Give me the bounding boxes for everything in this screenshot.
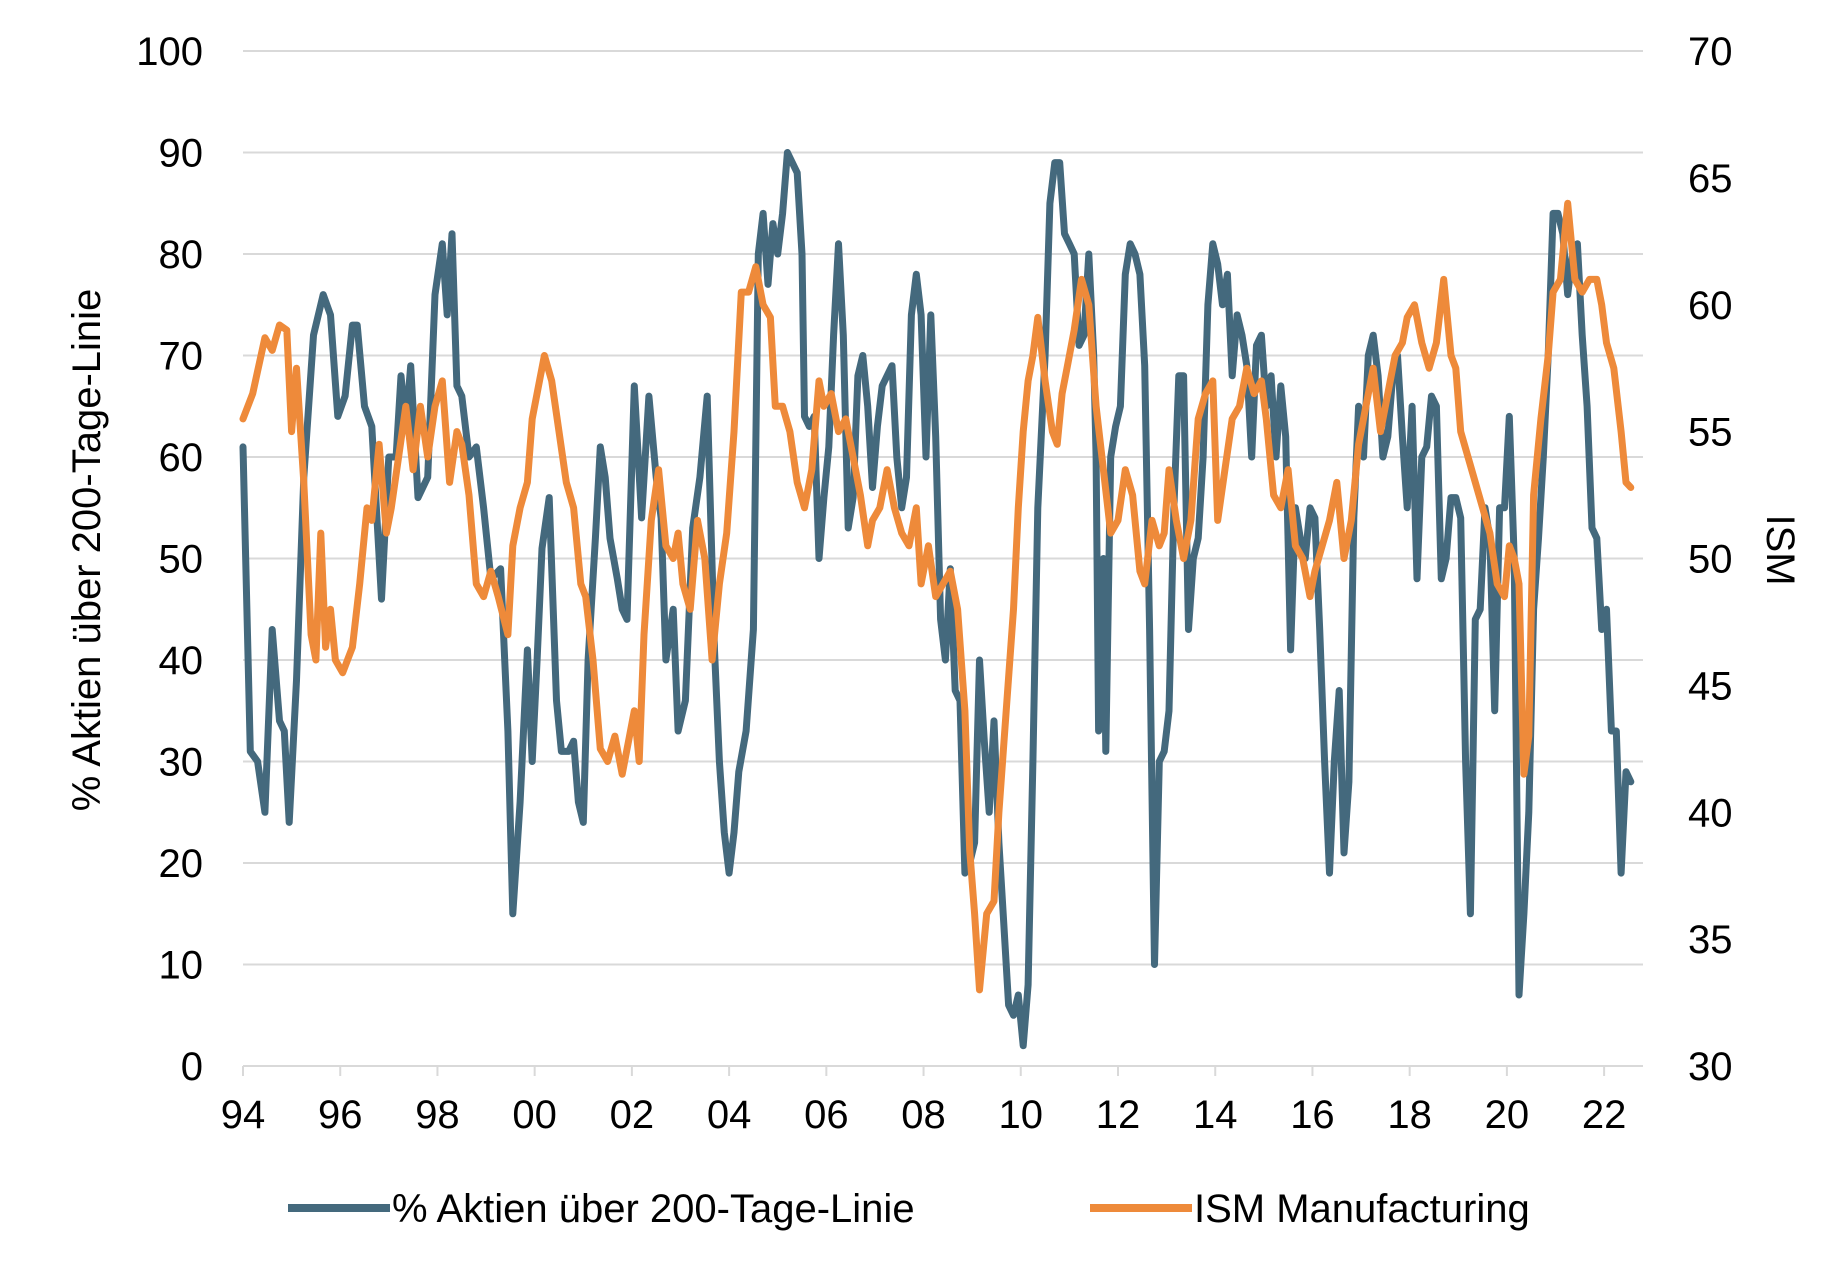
legend-label-stocks: % Aktien über 200-Tage-Linie <box>392 1187 915 1231</box>
series-lines <box>239 149 1635 1050</box>
left-tick-label: 0 <box>181 1045 203 1089</box>
x-tick-label: 94 <box>221 1093 266 1137</box>
left-tick-label: 40 <box>159 639 204 683</box>
left-tick-label: 30 <box>159 741 204 785</box>
left-tick-label: 20 <box>159 842 204 886</box>
left-tick-label: 100 <box>136 30 203 74</box>
gridlines <box>243 50 1643 1067</box>
left-axis-ticks: 0 10 20 30 40 50 60 70 80 90 100 <box>136 30 203 1089</box>
left-tick-label: 90 <box>159 132 204 176</box>
left-tick-label: 60 <box>159 436 204 480</box>
x-tick-label: 04 <box>707 1093 752 1137</box>
x-tick-label: 14 <box>1193 1093 1238 1137</box>
right-tick-label: 30 <box>1688 1045 1733 1089</box>
right-tick-label: 60 <box>1688 284 1733 328</box>
x-tick-label: 02 <box>610 1093 655 1137</box>
left-tick-label: 50 <box>159 538 204 582</box>
right-tick-label: 45 <box>1688 664 1733 708</box>
right-tick-label: 35 <box>1688 918 1733 962</box>
x-tick-label: 20 <box>1485 1093 1530 1137</box>
right-axis-ticks: 30 35 40 45 50 55 60 65 70 <box>1688 30 1733 1089</box>
legend: % Aktien über 200-Tage-Linie ISM Manufac… <box>288 1187 1530 1231</box>
x-tick-label: 16 <box>1290 1093 1335 1137</box>
x-tick-label: 22 <box>1582 1093 1627 1137</box>
x-axis-ticks: 94 96 98 00 02 04 06 08 10 12 14 16 18 20 22 <box>221 1066 1627 1137</box>
x-tick-label: 18 <box>1387 1093 1432 1137</box>
x-tick-label: 10 <box>999 1093 1044 1137</box>
legend-label-ism: ISM Manufacturing <box>1194 1187 1530 1231</box>
right-tick-label: 40 <box>1688 791 1733 835</box>
right-tick-label: 70 <box>1688 30 1733 74</box>
series-line-ism-manufacturing <box>239 199 1635 994</box>
x-tick-label: 98 <box>415 1093 460 1137</box>
left-tick-label: 10 <box>159 944 204 988</box>
x-tick-label: 06 <box>804 1093 849 1137</box>
x-tick-label: 00 <box>512 1093 557 1137</box>
right-axis-title: ISM <box>1758 514 1802 585</box>
left-tick-label: 70 <box>159 335 204 379</box>
right-tick-label: 50 <box>1688 538 1733 582</box>
left-tick-label: 80 <box>159 233 204 277</box>
right-tick-label: 65 <box>1688 157 1733 201</box>
x-tick-label: 96 <box>318 1093 363 1137</box>
right-tick-label: 55 <box>1688 411 1733 455</box>
x-tick-label: 12 <box>1096 1093 1141 1137</box>
left-axis-title: % Aktien über 200-Tage-Linie <box>65 289 109 812</box>
series-line-stocks-above-200d <box>239 149 1635 1050</box>
x-tick-label: 08 <box>901 1093 946 1137</box>
